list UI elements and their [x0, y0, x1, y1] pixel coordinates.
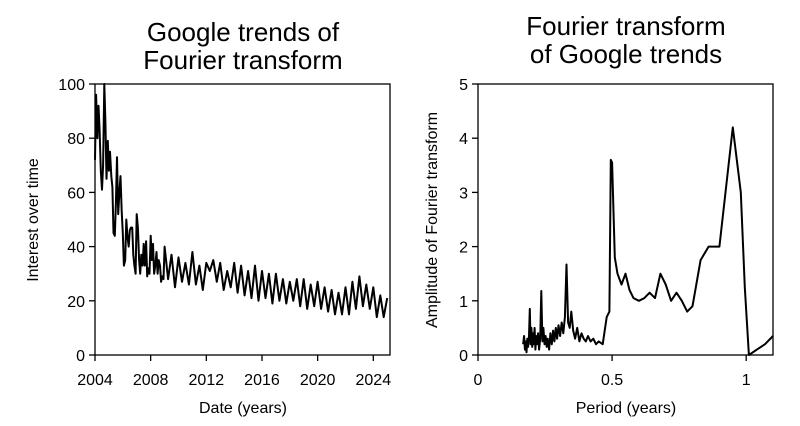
trends-title-line-2: Fourier transform [143, 45, 342, 75]
fourier-ylabel: Amplitude of Fourier transform [424, 112, 441, 328]
fourier-chart: Fourier transform of Google trends 0 1 2 3 4… [424, 11, 774, 417]
fourier-xlabel: Period (years) [576, 400, 676, 417]
left-ytick-label: 60 [67, 185, 85, 202]
trends-title-line-1: Google trends of [147, 17, 340, 47]
fourier-plot-frame [477, 83, 774, 356]
right-ytick-label: 3 [459, 185, 468, 202]
fourier-title-line-2: of Google trends [530, 39, 722, 69]
left-xtick-label: 2016 [244, 372, 280, 389]
right-ytick-label: 5 [459, 77, 468, 94]
trends-ylabel: Interest over time [25, 158, 42, 282]
left-ytick-label: 40 [67, 240, 85, 257]
fourier-title-line-1: Fourier transform [526, 11, 725, 41]
right-ytick-label: 1 [459, 294, 468, 311]
trends-chart: Google trends of Fourier transform 0 20 40… [25, 17, 391, 417]
trends-series-line [94, 83, 389, 319]
left-xtick-label: 2024 [356, 372, 392, 389]
left-xtick-label: 2012 [189, 372, 225, 389]
right-ytick-label: 2 [459, 240, 468, 257]
right-ytick-label: 4 [459, 131, 468, 148]
right-xtick-label: 1 [742, 372, 751, 389]
trends-xlabel: Date (years) [199, 400, 287, 417]
left-ytick-label: 80 [67, 131, 85, 148]
left-xtick-label: 2020 [300, 372, 336, 389]
left-ytick-label: 0 [76, 348, 85, 365]
left-xtick-label: 2008 [133, 372, 169, 389]
left-xtick-label: 2004 [77, 372, 113, 389]
left-ytick-label: 20 [67, 294, 85, 311]
right-xtick-label: 0.5 [601, 372, 623, 389]
right-xtick-label: 0 [474, 372, 483, 389]
right-ytick-label: 0 [459, 348, 468, 365]
left-ytick-label: 100 [58, 77, 85, 94]
fourier-series-line [522, 126, 774, 356]
trends-plot-frame [94, 83, 391, 356]
